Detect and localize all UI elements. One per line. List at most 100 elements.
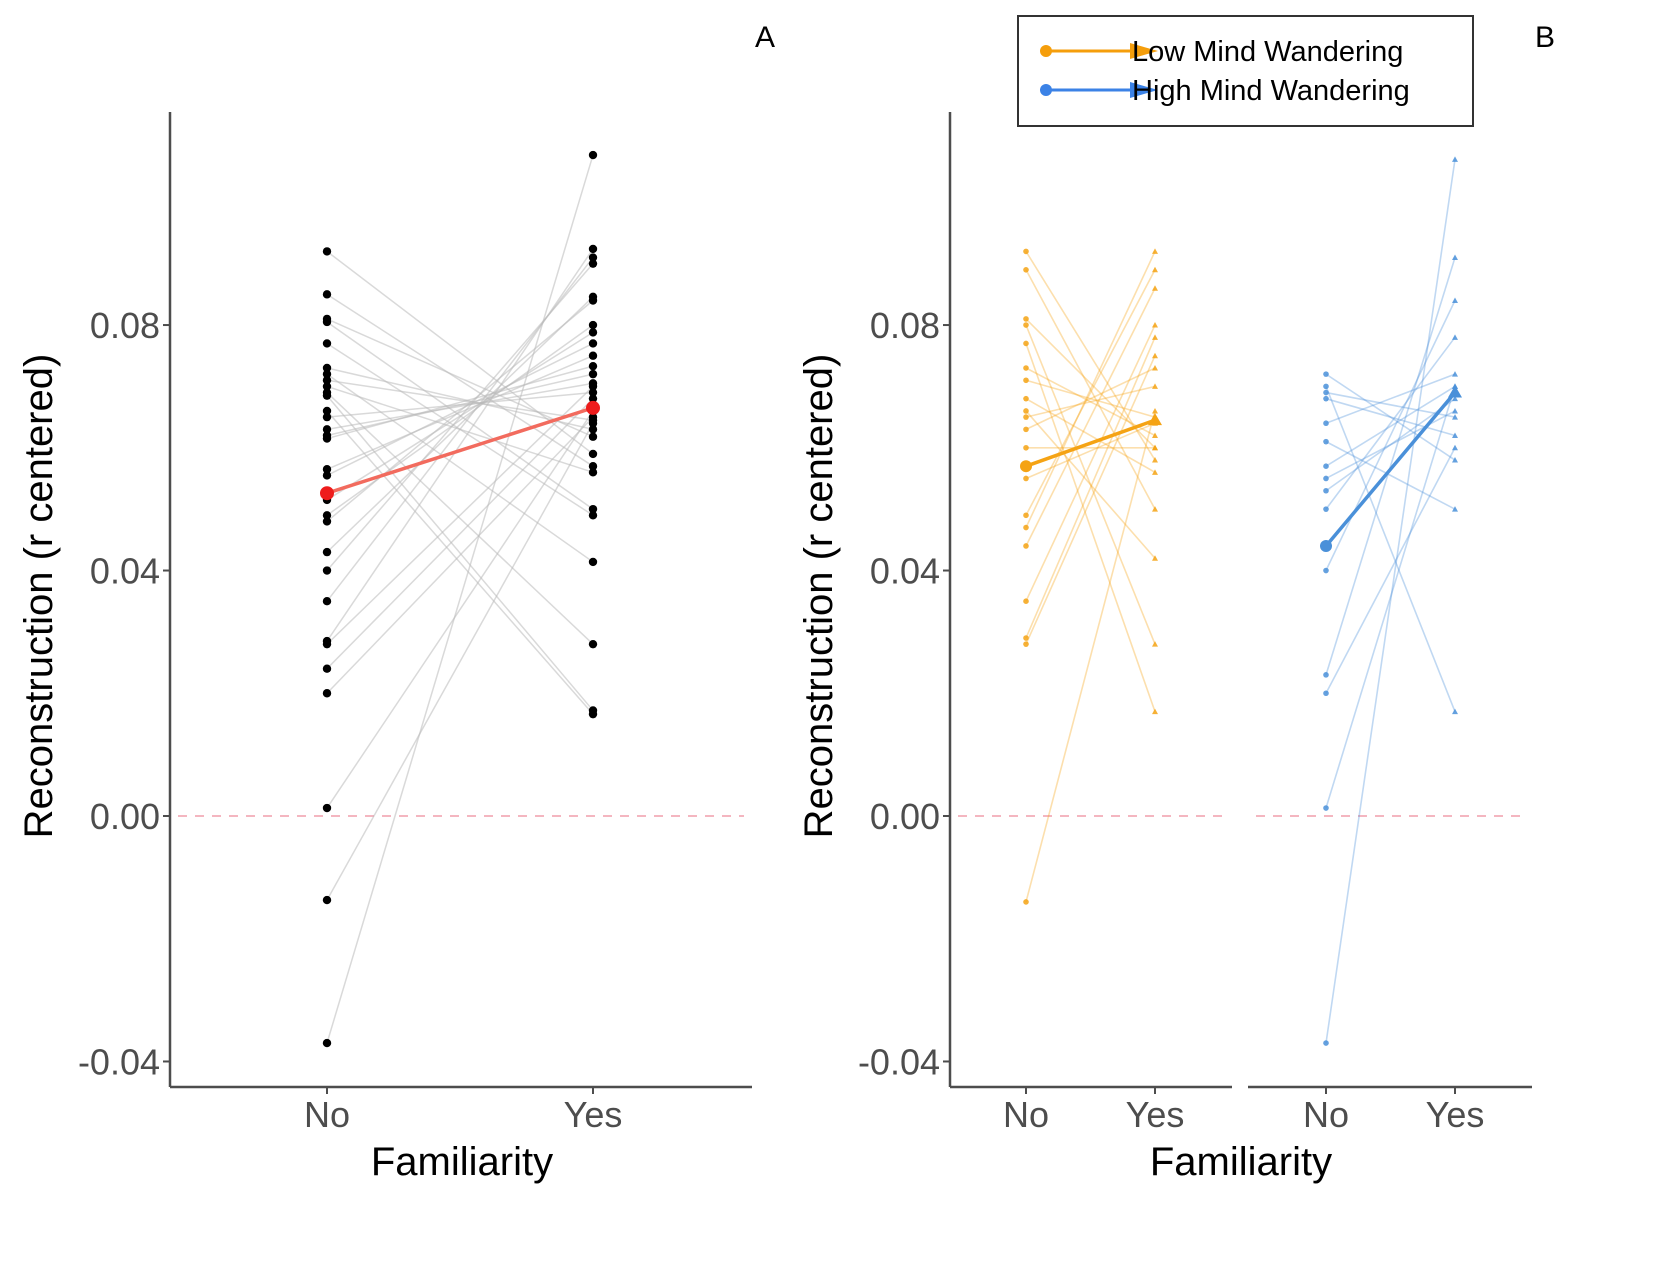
pair-line [326, 154, 594, 1044]
data-point-no [322, 895, 332, 905]
axes [168, 112, 752, 1089]
data-point-yes [588, 468, 598, 477]
pair-line [1025, 379, 1156, 418]
pair-line [1325, 257, 1456, 676]
pair-lines [326, 154, 594, 1044]
data-point-no [1023, 512, 1029, 519]
data-point-yes [588, 504, 598, 514]
data-point-no [1023, 395, 1029, 402]
y-tick-label: -0.04 [78, 1041, 160, 1082]
data-point-yes [588, 461, 598, 471]
data-point-yes [588, 361, 598, 371]
mean-line [1025, 418, 1156, 468]
pair-line [326, 398, 594, 670]
data-point-no [322, 382, 332, 391]
data-point-no [322, 803, 332, 813]
data-point-no [1323, 438, 1329, 445]
data-point-no [1323, 1040, 1329, 1046]
data-point-yes [1152, 641, 1158, 647]
data-point-no [322, 339, 332, 348]
data-point-yes [588, 639, 598, 649]
pair-line [1025, 397, 1156, 474]
data-point-yes [1452, 297, 1458, 303]
data-point-yes [1152, 444, 1158, 451]
data-point-yes [1452, 457, 1458, 463]
data-point-no [1023, 426, 1029, 433]
data-point-yes [588, 425, 598, 434]
mean-line [326, 406, 594, 495]
data-point-no [322, 465, 332, 474]
data-point-no [1323, 475, 1329, 482]
data-points [322, 150, 598, 1048]
y-axis-title: Reconstruction (r centered) [17, 354, 61, 839]
pair-line [1325, 397, 1456, 437]
pair-line [326, 416, 594, 694]
x-ticks: No Yes [304, 1087, 622, 1135]
legend: Low Mind Wandering High Mind Wandering [1017, 15, 1474, 127]
data-point-no [322, 406, 332, 416]
data-point-yes [588, 419, 598, 428]
data-point-yes [1152, 285, 1158, 291]
data-point-no [1323, 395, 1329, 402]
pair-line [1025, 269, 1156, 510]
data-point-no [1023, 543, 1029, 549]
data-point-no [1323, 567, 1329, 574]
pair-line [326, 248, 594, 642]
pair-line [1025, 251, 1156, 528]
pair-line [326, 318, 594, 438]
data-point-no [322, 434, 332, 443]
pair-line [1325, 385, 1456, 467]
x-ticks: No Yes No Yes [1003, 1087, 1484, 1135]
data-point-no [1023, 475, 1029, 482]
panel-a: 0.08 0.04 0.00 -0.04 No Yes Familiarity Reco… [17, 21, 775, 1184]
y-tick-label: 0.04 [870, 551, 940, 592]
data-point-yes [1452, 444, 1458, 451]
pair-line [326, 342, 594, 477]
pair-line [1325, 410, 1456, 480]
pair-line [1025, 385, 1156, 418]
y-tick-label: 0.04 [90, 551, 160, 592]
data-point-no [1323, 383, 1329, 390]
data-point-no [322, 363, 332, 373]
data-point-no [1023, 365, 1029, 371]
x-tick-label: No [304, 1094, 350, 1135]
data-point-no [322, 511, 332, 520]
x-axis-title: Familiarity [371, 1140, 553, 1184]
mean-point-no [1020, 460, 1032, 473]
data-point-yes [1152, 248, 1158, 254]
data-point-yes [588, 709, 598, 719]
legend-box [1017, 15, 1474, 127]
pair-line [1325, 373, 1456, 424]
data-point-no [1323, 389, 1329, 396]
data-point-yes [588, 449, 598, 459]
data-point-no [1323, 487, 1329, 494]
data-point-no [1023, 524, 1029, 531]
pair-line [326, 299, 594, 523]
pair-line [326, 373, 594, 437]
pair-line [1325, 159, 1456, 1044]
mean-point-yes [586, 400, 600, 415]
legend-label: Low Mind Wandering [1132, 36, 1403, 68]
data-point-yes [1152, 383, 1158, 389]
data-point-no [1023, 316, 1029, 322]
data-point-yes [1152, 506, 1158, 512]
pair-line [1025, 250, 1156, 461]
mean-point-yes [1448, 385, 1462, 398]
legend-key-dot [1040, 84, 1052, 96]
data-point-no [1023, 408, 1029, 414]
data-point-no [322, 317, 332, 327]
y-tick-label: 0.08 [90, 305, 160, 346]
pair-line [1025, 324, 1156, 645]
data-point-no [322, 376, 332, 385]
x-axis-title: Familiarity [1150, 1140, 1332, 1184]
panel-b: 0.08 0.04 0.00 -0.04 No Yes No Yes Familiarity… [797, 15, 1555, 1184]
data-point-yes [1152, 432, 1158, 439]
legend-key-arrow-icon [1130, 43, 1158, 59]
data-point-yes [1452, 506, 1458, 512]
pair-line [1325, 300, 1456, 571]
pair-line [326, 379, 594, 421]
data-point-yes [1152, 364, 1158, 371]
data-point-yes [588, 351, 598, 360]
pair-line [1025, 343, 1156, 712]
